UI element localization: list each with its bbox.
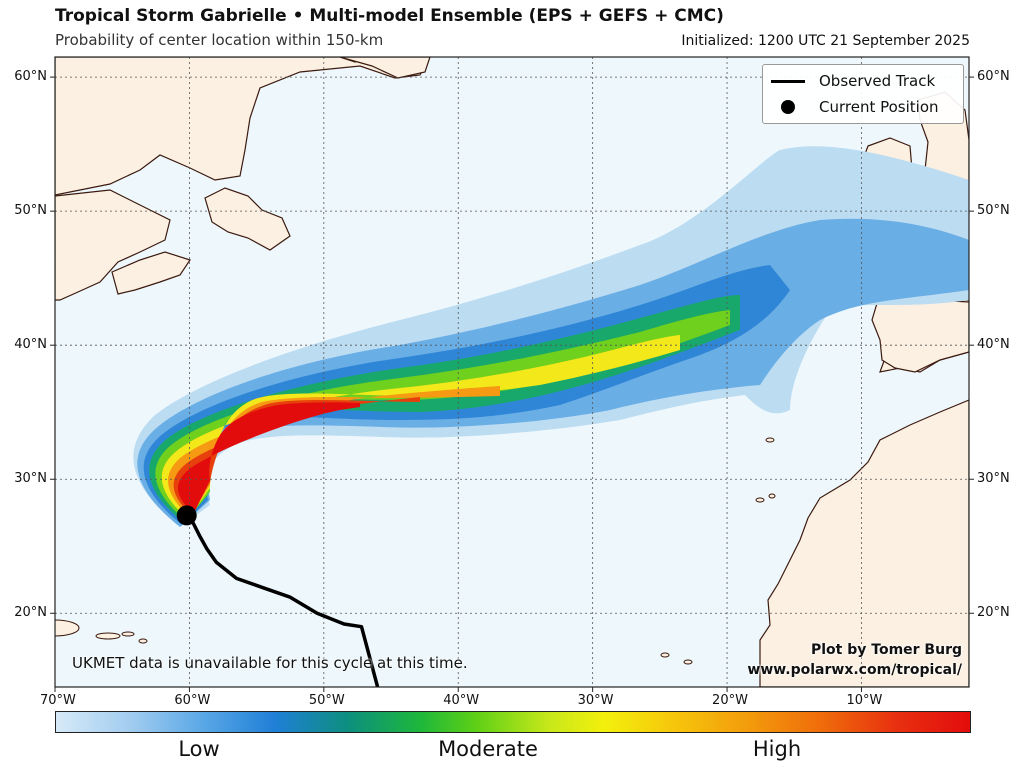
ukmet-note: UKMET data is unavailable for this cycle… — [72, 654, 468, 672]
current-position-marker — [176, 505, 197, 526]
lon-label: 20°W — [712, 693, 748, 708]
colorbar-moderate-label: Moderate — [438, 737, 538, 761]
lat-label-left: 20°N — [14, 605, 47, 621]
colorbar — [55, 711, 971, 733]
lat-label-left: 30°N — [14, 471, 47, 487]
current-position-dot-icon — [781, 100, 795, 114]
credit-author: Plot by Tomer Burg — [811, 642, 962, 658]
track-line-icon — [771, 79, 805, 83]
lat-label-right: 30°N — [977, 471, 1010, 487]
canada-landmass — [55, 57, 431, 196]
legend-observed-track: Observed Track — [771, 70, 935, 92]
lat-label-left: 40°N — [14, 337, 47, 353]
colorbar-high-label: High — [752, 737, 802, 761]
lat-label-right: 60°N — [977, 69, 1010, 85]
islands — [55, 437, 776, 665]
us-east-coast — [55, 189, 171, 301]
lon-label: 70°W — [40, 693, 76, 708]
lat-label-left: 50°N — [14, 203, 47, 219]
legend-current-position: Current Position — [771, 96, 939, 118]
lon-label: 40°W — [443, 693, 480, 708]
credit-url: www.polarwx.com/tropical/ — [747, 662, 962, 678]
nova-scotia — [111, 251, 191, 295]
africa — [759, 399, 969, 687]
map-title: Tropical Storm Gabrielle • Multi-model E… — [55, 6, 724, 26]
lat-label-right: 50°N — [977, 203, 1010, 219]
lat-label-right: 20°N — [977, 605, 1010, 621]
axis-ticks — [50, 76, 974, 692]
map-frame — [54, 56, 970, 688]
legend-observed-track-label: Observed Track — [819, 72, 936, 90]
legend-current-position-label: Current Position — [819, 98, 939, 116]
initialized-time: Initialized: 1200 UTC 21 September 2025 — [681, 33, 970, 49]
greenland-tip — [339, 57, 431, 79]
legend: Observed Track Current Position — [762, 64, 964, 124]
observed-track — [185, 514, 380, 687]
newfoundland — [204, 187, 291, 251]
land — [55, 57, 969, 687]
lon-label: 10°W — [846, 693, 883, 708]
lat-label-left: 60°N — [14, 69, 47, 85]
lon-label: 50°W — [308, 693, 345, 708]
map-subtitle: Probability of center location within 15… — [55, 31, 384, 49]
lat-label-right: 40°N — [977, 337, 1010, 353]
colorbar-low-label: Low — [178, 737, 220, 761]
lon-label: 30°W — [577, 693, 614, 708]
lon-label: 60°W — [174, 693, 211, 708]
